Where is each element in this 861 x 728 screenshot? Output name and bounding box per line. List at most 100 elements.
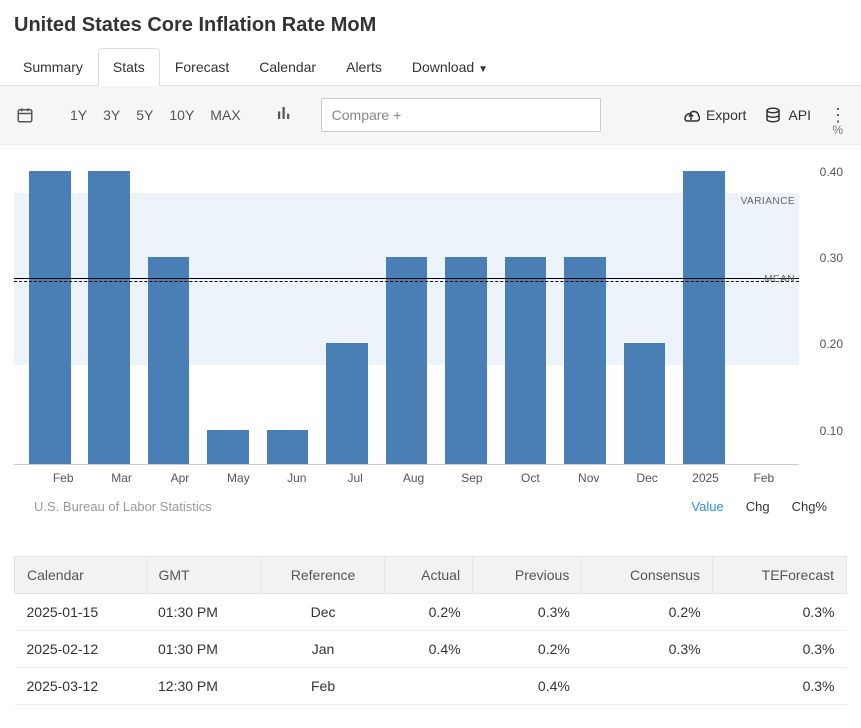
cell: 0.2% [473,631,582,668]
compare-placeholder: Compare + [332,107,402,123]
bar-slot [496,155,555,464]
range-5y[interactable]: 5Y [130,103,159,127]
tab-summary[interactable]: Summary [8,48,98,86]
table-row: 2025-03-1212:30 PMFeb0.4%0.3% [15,668,847,705]
tab-stats[interactable]: Stats [98,48,160,86]
xlabel: Nov [560,471,618,485]
bar-slot [317,155,376,464]
y-unit-label: % [832,123,843,137]
bars-container [14,155,799,464]
bar[interactable] [88,171,130,464]
tab-download[interactable]: Download▼ [397,48,503,86]
range-max[interactable]: MAX [204,103,246,127]
xlabel: Oct [501,471,559,485]
x-axis: FebMarAprMayJunJulAugSepOctNovDec2025Feb [14,465,847,485]
chart-source: U.S. Bureau of Labor Statistics [34,499,212,514]
cell: 01:30 PM [146,594,261,631]
bar[interactable] [386,257,428,464]
bar[interactable] [683,171,725,464]
cell [385,668,473,705]
cell: Jan [261,631,384,668]
chart-type-icon[interactable] [275,104,293,127]
bar-slot [139,155,198,464]
xlabel: Apr [151,471,209,485]
cell: Dec [261,594,384,631]
ytick: 0.20 [820,337,843,351]
tab-alerts[interactable]: Alerts [331,48,397,86]
bar[interactable] [445,257,487,464]
bar[interactable] [29,171,71,464]
bar[interactable] [564,257,606,464]
compare-input[interactable]: Compare + [321,98,601,132]
cell: 2025-02-12 [15,631,147,668]
variance-label: VARIANCE [741,196,795,207]
table-row: 2025-01-1501:30 PMDec0.2%0.3%0.2%0.3% [15,594,847,631]
col-previous: Previous [473,557,582,594]
col-actual: Actual [385,557,473,594]
range-buttons: 1Y3Y5Y10YMAX [64,103,247,127]
xlabel: Feb [34,471,92,485]
cell: 0.4% [473,668,582,705]
col-calendar: Calendar [15,557,147,594]
cell: 0.2% [582,594,713,631]
footer-btn-chgpct[interactable]: Chg% [792,499,827,514]
bar[interactable] [505,257,547,464]
export-button[interactable]: Export [682,106,746,124]
bar-slot [555,155,614,464]
xlabel: Aug [384,471,442,485]
bar[interactable] [326,343,368,464]
footer-btn-value[interactable]: Value [691,499,723,514]
bar-slot [79,155,138,464]
cell: 2025-01-15 [15,594,147,631]
bar-slot [198,155,257,464]
chart-plot: VARIANCE MEAN [14,155,799,465]
cell [582,668,713,705]
bar-slot [20,155,79,464]
ytick: 0.40 [820,165,843,179]
caret-down-icon: ▼ [478,64,488,75]
bar[interactable] [267,430,309,464]
col-teforecast: TEForecast [713,557,847,594]
footer-btn-chg[interactable]: Chg [746,499,770,514]
cell: 2025-03-12 [15,668,147,705]
cell: 0.4% [385,631,473,668]
calendar-icon[interactable] [14,104,36,126]
xlabel: 2025 [676,471,734,485]
table-row: 2025-02-1201:30 PMJan0.4%0.2%0.3%0.3% [15,631,847,668]
calendar-table-wrap: CalendarGMTReferenceActualPreviousConsen… [0,542,861,719]
range-3y[interactable]: 3Y [97,103,126,127]
bar-slot [258,155,317,464]
xlabel: Feb [735,471,793,485]
col-reference: Reference [261,557,384,594]
bar[interactable] [207,430,249,464]
col-consensus: Consensus [582,557,713,594]
cell: 0.2% [385,594,473,631]
export-label: Export [706,107,746,123]
xlabel: Jun [268,471,326,485]
range-10y[interactable]: 10Y [163,103,200,127]
tabs: SummaryStatsForecastCalendarAlertsDownlo… [0,47,861,86]
tab-calendar[interactable]: Calendar [244,48,331,86]
bar[interactable] [148,257,190,464]
bar-slot [674,155,733,464]
mean-line [14,278,799,279]
bar-slot [436,155,495,464]
cell: 0.3% [582,631,713,668]
cell: 0.3% [473,594,582,631]
xlabel: May [209,471,267,485]
xlabel: Mar [92,471,150,485]
cell: 0.3% [713,631,847,668]
chart: % VARIANCE MEAN 0.100.200.300.40 FebMarA… [0,145,861,542]
cell: 0.3% [713,594,847,631]
bar-slot [615,155,674,464]
cell: Feb [261,668,384,705]
xlabel: Jul [326,471,384,485]
tab-forecast[interactable]: Forecast [160,48,244,86]
page-title: United States Core Inflation Rate MoM [0,0,861,47]
ytick: 0.30 [820,251,843,265]
cell: 01:30 PM [146,631,261,668]
chart-toolbar: 1Y3Y5Y10YMAX Compare + Export API ⋮ [0,86,861,145]
bar[interactable] [624,343,666,464]
range-1y[interactable]: 1Y [64,103,93,127]
api-button[interactable]: API [764,106,811,124]
